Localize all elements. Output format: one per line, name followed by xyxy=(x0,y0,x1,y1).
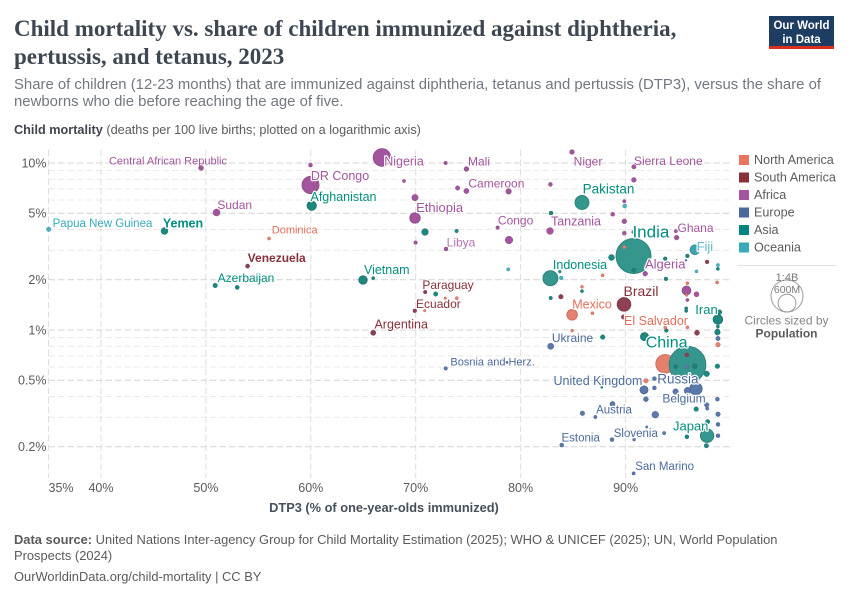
svg-text:Niger: Niger xyxy=(574,155,603,169)
svg-text:Austria: Austria xyxy=(596,405,632,417)
svg-text:50%: 50% xyxy=(193,481,218,495)
svg-text:Estonia: Estonia xyxy=(562,432,601,444)
svg-text:China: China xyxy=(646,335,688,352)
svg-text:Dominica: Dominica xyxy=(272,225,319,237)
svg-text:Circles sized by: Circles sized by xyxy=(744,314,828,328)
svg-text:Congo: Congo xyxy=(498,214,534,228)
svg-text:Mali: Mali xyxy=(468,155,490,169)
svg-text:Africa: Africa xyxy=(754,188,786,202)
svg-text:Azerbaijan: Azerbaijan xyxy=(218,271,275,285)
svg-text:Venezuela: Venezuela xyxy=(248,251,306,265)
svg-text:Tanzania: Tanzania xyxy=(551,214,601,228)
svg-text:Pakistan: Pakistan xyxy=(583,182,635,197)
svg-text:Japan: Japan xyxy=(673,418,708,433)
svg-text:0.5%: 0.5% xyxy=(18,374,47,388)
svg-text:40%: 40% xyxy=(88,481,113,495)
svg-text:90%: 90% xyxy=(613,481,638,495)
svg-text:5%: 5% xyxy=(28,207,46,221)
svg-text:10%: 10% xyxy=(21,156,46,170)
svg-text:Afghanistan: Afghanistan xyxy=(310,190,376,204)
svg-text:60%: 60% xyxy=(298,481,323,495)
svg-text:Cameroon: Cameroon xyxy=(468,177,524,191)
svg-text:Brazil: Brazil xyxy=(623,283,658,299)
svg-text:DTP3 (% of one-year-olds immun: DTP3 (% of one-year-olds immunized) xyxy=(269,500,499,515)
svg-text:Mexico: Mexico xyxy=(572,298,612,312)
svg-text:North America: North America xyxy=(754,153,834,167)
svg-text:Vietnam: Vietnam xyxy=(364,263,410,277)
svg-text:Asia: Asia xyxy=(754,223,779,237)
svg-text:Oceania: Oceania xyxy=(754,241,801,255)
svg-text:80%: 80% xyxy=(508,481,533,495)
svg-text:Ghana: Ghana xyxy=(677,221,713,235)
svg-text:South America: South America xyxy=(754,171,836,185)
svg-text:0.2%: 0.2% xyxy=(18,440,47,454)
svg-text:Russia: Russia xyxy=(657,371,699,386)
svg-text:1%: 1% xyxy=(28,323,46,337)
svg-text:Ethiopia: Ethiopia xyxy=(416,200,464,215)
svg-text:70%: 70% xyxy=(403,481,428,495)
svg-text:Ukraine: Ukraine xyxy=(552,331,594,345)
svg-text:Nigeria: Nigeria xyxy=(384,155,424,169)
svg-text:DR Congo: DR Congo xyxy=(311,169,369,183)
svg-text:1:4B: 1:4B xyxy=(776,272,799,284)
svg-text:Bosnia and Herz.: Bosnia and Herz. xyxy=(450,356,534,368)
svg-text:Europe: Europe xyxy=(754,206,795,220)
svg-text:Population: Population xyxy=(756,327,818,341)
svg-text:600M: 600M xyxy=(774,284,800,296)
svg-text:Iran: Iran xyxy=(695,302,717,317)
svg-text:Argentina: Argentina xyxy=(374,318,428,332)
svg-text:Algeria: Algeria xyxy=(645,257,686,272)
svg-text:Papua New Guinea: Papua New Guinea xyxy=(53,218,153,230)
svg-text:India: India xyxy=(632,223,669,242)
svg-text:El Salvador: El Salvador xyxy=(624,314,688,328)
svg-text:Fiji: Fiji xyxy=(697,239,714,254)
svg-text:35%: 35% xyxy=(49,481,74,495)
svg-text:Paraguay: Paraguay xyxy=(422,278,473,292)
svg-text:Ecuador: Ecuador xyxy=(416,297,461,311)
svg-text:Yemen: Yemen xyxy=(163,216,203,230)
svg-text:Indonesia: Indonesia xyxy=(553,258,607,272)
svg-text:Belgium: Belgium xyxy=(662,392,705,406)
svg-text:San Marino: San Marino xyxy=(635,461,694,473)
svg-text:2%: 2% xyxy=(28,273,46,287)
svg-text:Sudan: Sudan xyxy=(217,198,252,212)
svg-text:United Kingdom: United Kingdom xyxy=(554,374,643,388)
svg-text:Libya: Libya xyxy=(447,236,476,250)
svg-text:Sierra Leone: Sierra Leone xyxy=(634,154,703,168)
svg-text:Central African Republic: Central African Republic xyxy=(109,155,228,167)
svg-text:Slovenia: Slovenia xyxy=(614,428,659,440)
